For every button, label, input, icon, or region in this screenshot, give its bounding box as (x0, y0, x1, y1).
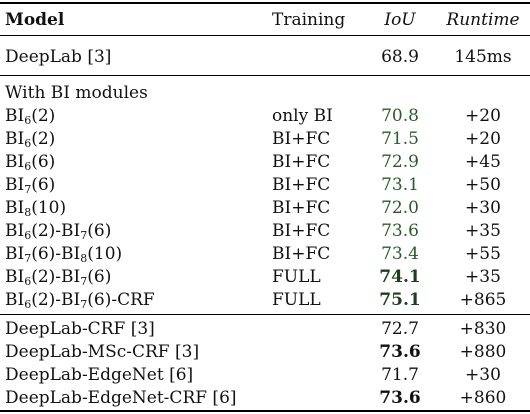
bi-model: BI6(2)-BI7(6)-CRF (5, 290, 155, 311)
other-iou: 72.7 (381, 319, 419, 339)
section-rule-2 (0, 314, 530, 315)
baseline-row: DeepLab [3] 68.9 145ms (0, 46, 530, 68)
other-model: DeepLab-CRF [3] (5, 319, 155, 339)
model-subscript: 8 (80, 252, 88, 265)
bi-training: BI+FC (272, 198, 331, 218)
model-subscript: 7 (80, 275, 88, 288)
bi-row: BI8(10) BI+FC 72.0 +30 (0, 197, 530, 219)
bi-training: BI+FC (272, 129, 331, 149)
bi-training: FULL (272, 267, 321, 287)
bi-runtime: +865 (459, 290, 507, 310)
other-iou: 71.7 (381, 365, 419, 385)
bi-runtime: +20 (465, 106, 501, 126)
other-model: DeepLab-MSc-CRF [3] (5, 342, 200, 362)
model-subscript: 7 (80, 229, 88, 242)
header-row: Model Training IoU Runtime (0, 9, 530, 31)
other-row: DeepLab-EdgeNet-CRF [6] 73.6 +860 (0, 387, 530, 409)
bi-row: BI6(2)-BI7(6)-CRF FULL 75.1 +865 (0, 289, 530, 311)
bi-training: FULL (272, 290, 321, 310)
bi-iou: 70.8 (381, 106, 419, 126)
baseline-runtime: 145ms (454, 47, 512, 67)
bi-row: BI6(6) BI+FC 72.9 +45 (0, 151, 530, 173)
baseline-iou: 68.9 (381, 47, 419, 67)
bi-row: BI6(2)-BI7(6) FULL 74.1 +35 (0, 266, 530, 288)
bi-model: BI7(6) (5, 175, 56, 196)
bi-iou: 73.1 (381, 175, 419, 195)
bi-runtime: +55 (465, 244, 501, 264)
model-subscript: 8 (24, 206, 32, 219)
bi-model: BI6(2)-BI7(6) (5, 267, 112, 288)
header-iou: IoU (384, 10, 416, 30)
model-subscript: 7 (80, 298, 88, 311)
bi-section-title: With BI modules (0, 82, 530, 104)
model-subscript: 7 (24, 252, 32, 265)
bi-model: BI6(2) (5, 129, 56, 150)
bi-row: BI7(6) BI+FC 73.1 +50 (0, 174, 530, 196)
bi-runtime: +45 (465, 152, 501, 172)
bi-model: BI6(6) (5, 152, 56, 173)
bi-runtime: +35 (465, 221, 501, 241)
model-subscript: 6 (24, 229, 32, 242)
header-training: Training (272, 10, 346, 30)
bi-model: BI6(2) (5, 106, 56, 127)
other-runtime: +30 (465, 365, 501, 385)
bi-iou: 73.6 (381, 221, 419, 241)
header-runtime: Runtime (446, 10, 520, 30)
other-runtime: +860 (459, 388, 507, 408)
model-subscript: 6 (24, 275, 32, 288)
model-subscript: 7 (24, 183, 32, 196)
other-runtime: +830 (459, 319, 507, 339)
bi-training: only BI (272, 106, 333, 126)
bi-model: BI6(2)-BI7(6) (5, 221, 112, 242)
other-iou: 73.6 (379, 388, 421, 408)
header-model: Model (5, 10, 65, 30)
other-row: DeepLab-CRF [3] 72.7 +830 (0, 318, 530, 340)
bi-row: BI6(2) only BI 70.8 +20 (0, 105, 530, 127)
header-rule (0, 35, 530, 36)
bi-row: BI6(2) BI+FC 71.5 +20 (0, 128, 530, 150)
other-row: DeepLab-MSc-CRF [3] 73.6 +880 (0, 341, 530, 363)
bi-iou: 72.0 (381, 198, 419, 218)
model-subscript: 6 (24, 298, 32, 311)
bi-runtime: +20 (465, 129, 501, 149)
bi-iou: 73.4 (381, 244, 419, 264)
other-iou: 73.6 (379, 342, 421, 362)
other-model: DeepLab-EdgeNet [6] (5, 365, 194, 385)
model-subscript: 6 (24, 137, 32, 150)
bi-iou: 74.1 (379, 267, 421, 287)
bottom-rule (0, 410, 530, 412)
bi-iou: 71.5 (381, 129, 419, 149)
model-subscript: 6 (24, 114, 32, 127)
top-rule (0, 2, 530, 4)
section-title-label: With BI modules (5, 83, 148, 103)
bi-runtime: +35 (465, 267, 501, 287)
bi-iou: 75.1 (379, 290, 421, 310)
bi-training: BI+FC (272, 152, 331, 172)
bi-model: BI7(6)-BI8(10) (5, 244, 123, 265)
other-runtime: +880 (459, 342, 507, 362)
bi-row: BI6(2)-BI7(6) BI+FC 73.6 +35 (0, 220, 530, 242)
other-model: DeepLab-EdgeNet-CRF [6] (5, 388, 237, 408)
model-subscript: 6 (24, 160, 32, 173)
bi-model: BI8(10) (5, 198, 67, 219)
baseline-model: DeepLab [3] (5, 47, 112, 67)
bi-training: BI+FC (272, 221, 331, 241)
bi-runtime: +50 (465, 175, 501, 195)
other-row: DeepLab-EdgeNet [6] 71.7 +30 (0, 364, 530, 386)
bi-iou: 72.9 (381, 152, 419, 172)
bi-training: BI+FC (272, 244, 331, 264)
bi-training: BI+FC (272, 175, 331, 195)
bi-row: BI7(6)-BI8(10) BI+FC 73.4 +55 (0, 243, 530, 265)
bi-runtime: +30 (465, 198, 501, 218)
section-rule-1 (0, 75, 530, 76)
